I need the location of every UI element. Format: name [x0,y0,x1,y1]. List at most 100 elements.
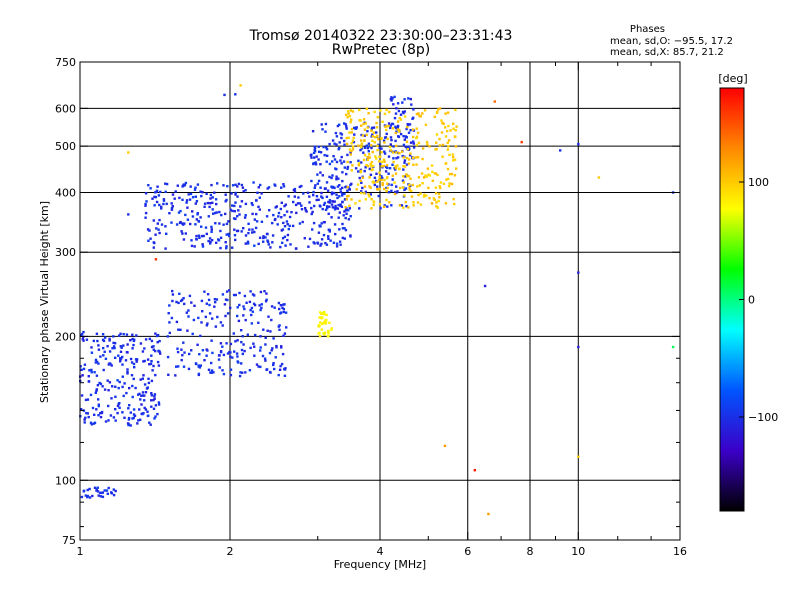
data-point [381,182,384,185]
data-point [447,145,450,148]
colorbar-tick-label: 100 [748,176,769,189]
data-point [219,246,222,250]
data-point [355,188,358,191]
data-point [321,174,324,177]
data-point [428,196,431,200]
data-point [394,168,397,171]
data-point [215,241,218,244]
data-point [281,306,284,309]
data-point [367,112,370,115]
data-point [597,176,601,179]
data-point [327,200,330,204]
data-point [345,125,348,128]
data-point [80,332,84,336]
data-point [193,188,197,191]
data-point [250,202,253,205]
data-point [131,417,134,420]
data-point [231,246,234,249]
data-point [372,203,375,207]
data-point [195,238,198,241]
data-point [382,164,386,168]
data-point [165,182,169,186]
data-point [154,195,158,199]
data-point [150,354,153,357]
y-tick-label: 300 [55,246,76,259]
data-point [144,211,148,215]
data-point [196,183,200,186]
data-point [126,351,129,354]
data-point [328,162,332,166]
data-point [200,194,203,198]
data-point [280,346,283,349]
data-point [366,146,370,150]
data-point [378,175,381,178]
data-point [378,160,381,163]
data-point [300,184,303,188]
data-point [426,167,430,170]
data-point [288,224,291,228]
data-point [403,161,406,164]
data-point [325,148,329,151]
data-point [346,160,349,164]
data-point [338,240,342,243]
data-point [452,159,455,162]
data-point [392,151,395,154]
data-point [329,239,332,242]
data-point [363,153,367,157]
data-point [330,176,333,180]
data-point [266,329,269,332]
data-point [447,184,451,188]
data-point [253,294,256,297]
data-point [128,386,131,390]
data-point [110,397,113,400]
data-point [292,188,296,192]
data-point [325,195,329,198]
data-point [153,397,156,400]
data-point [154,373,157,377]
data-point [346,195,349,198]
data-point [344,113,348,117]
data-point [90,368,93,372]
data-point [218,366,221,369]
data-point [265,292,268,295]
data-point [82,490,85,493]
data-point [338,184,341,187]
phases-title: Phases [630,24,665,35]
data-point [353,126,357,130]
data-point [171,289,174,293]
data-point [385,132,388,136]
data-point [370,129,373,132]
data-point [140,412,143,415]
data-point [106,345,109,348]
data-point [346,186,349,189]
data-point [215,211,218,214]
data-point [127,407,130,410]
data-point [126,368,129,371]
data-point [97,362,100,365]
data-point [371,133,374,136]
data-point [112,493,116,497]
data-point [95,374,99,377]
data-point [434,172,437,175]
data-point [345,136,348,140]
data-point [185,311,188,314]
data-point [118,380,121,384]
data-point [244,318,247,322]
data-point [156,360,160,364]
data-point [407,174,411,178]
data-point [101,385,104,388]
data-point [132,413,136,416]
data-point [379,207,382,210]
data-point [154,191,157,194]
data-point [231,204,234,207]
data-point [346,153,349,157]
data-point [87,415,90,419]
data-point [195,200,199,203]
data-point [101,495,105,499]
data-point [155,200,159,204]
data-point [311,130,315,133]
data-point [118,334,121,337]
data-point [370,126,374,130]
data-point [454,167,458,170]
phases-x-stats: mean, sd,X: 85.7, 21.2 [610,47,724,58]
